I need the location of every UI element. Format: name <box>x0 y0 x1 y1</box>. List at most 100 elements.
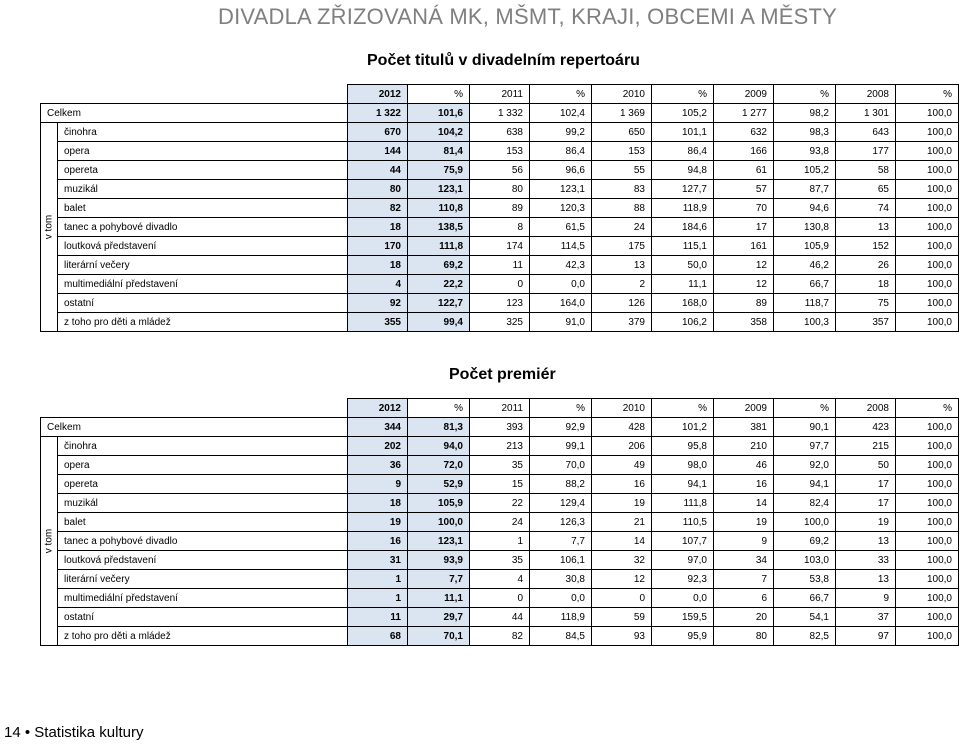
value-cell: 12 <box>713 274 774 294</box>
value-cell: 100,0 <box>895 122 959 142</box>
column-header: % <box>651 398 714 418</box>
row-label: multimediální představení <box>57 588 348 608</box>
value-cell: 344 <box>347 417 408 437</box>
value-cell: 24 <box>591 217 652 237</box>
value-cell: 168,0 <box>651 293 714 313</box>
value-cell: 100,0 <box>773 512 836 532</box>
value-cell: 89 <box>469 198 530 218</box>
value-cell: 16 <box>591 474 652 494</box>
table2-title: Počet premiér <box>449 366 556 383</box>
value-cell: 174 <box>469 236 530 256</box>
value-cell: 100,0 <box>895 236 959 256</box>
value-cell: 393 <box>469 417 530 437</box>
column-header: % <box>407 398 470 418</box>
value-cell: 100,3 <box>773 312 836 332</box>
row-label: loutková představení <box>57 550 348 570</box>
value-cell: 643 <box>835 122 896 142</box>
row-label: tanec a pohybové divadlo <box>57 217 348 237</box>
value-cell: 75,9 <box>407 160 470 180</box>
table-row: literární večery 1 7,7 4 30,8 12 92,3 7 53,8 13 10… <box>41 569 959 589</box>
value-cell: 126 <box>591 293 652 313</box>
value-cell: 428 <box>591 417 652 437</box>
value-cell: 153 <box>469 141 530 161</box>
value-cell: 99,2 <box>529 122 592 142</box>
value-cell: 13 <box>835 569 896 589</box>
value-cell: 14 <box>591 531 652 551</box>
value-cell: 70,0 <box>529 455 592 475</box>
header-row: 2012% 2011% 2010% 2009% 2008% <box>41 84 959 104</box>
value-cell: 100,0 <box>895 436 959 456</box>
row-label: ostatní <box>57 293 348 313</box>
value-cell: 81,3 <box>407 417 470 437</box>
value-cell: 61,5 <box>529 217 592 237</box>
row-label: Celkem <box>40 417 348 437</box>
value-cell: 202 <box>347 436 408 456</box>
value-cell: 46,2 <box>773 255 836 275</box>
value-cell: 42,3 <box>529 255 592 275</box>
group-label: v tom <box>43 528 55 554</box>
column-header: % <box>773 84 836 104</box>
value-cell: 100,0 <box>895 493 959 513</box>
value-cell: 93 <box>591 626 652 646</box>
value-cell: 94,1 <box>773 474 836 494</box>
table-row: loutková představení 31 93,9 35 106,1 32 97,0 3… <box>41 550 959 570</box>
value-cell: 68 <box>347 626 408 646</box>
value-cell: 1 322 <box>347 103 408 123</box>
value-cell: 55 <box>591 160 652 180</box>
column-header: % <box>895 84 959 104</box>
value-cell: 66,7 <box>773 588 836 608</box>
value-cell: 29,7 <box>407 607 470 627</box>
value-cell: 357 <box>835 312 896 332</box>
value-cell: 358 <box>713 312 774 332</box>
value-cell: 100,0 <box>895 293 959 313</box>
value-cell: 100,0 <box>895 141 959 161</box>
value-cell: 58 <box>835 160 896 180</box>
value-cell: 123,1 <box>407 531 470 551</box>
value-cell: 65 <box>835 179 896 199</box>
table-row: v tom činohra 670 104,2 638 99,2 650 101,1 632 98… <box>40 122 959 332</box>
value-cell: 105,2 <box>773 160 836 180</box>
value-cell: 100,0 <box>895 512 959 532</box>
row-label: tanec a pohybové divadlo <box>57 531 348 551</box>
value-cell: 11 <box>469 255 530 275</box>
value-cell: 118,9 <box>529 607 592 627</box>
value-cell: 92,3 <box>651 569 714 589</box>
group-label-cell: v tom <box>40 436 58 646</box>
value-cell: 19 <box>591 493 652 513</box>
value-cell: 80 <box>347 179 408 199</box>
value-cell: 82,5 <box>773 626 836 646</box>
value-cell: 101,2 <box>651 417 714 437</box>
value-cell: 0,0 <box>651 588 714 608</box>
value-cell: 110,8 <box>407 198 470 218</box>
row-label: literární večery <box>57 255 348 275</box>
value-cell: 75 <box>835 293 896 313</box>
value-cell: 82 <box>347 198 408 218</box>
value-cell: 100,0 <box>895 626 959 646</box>
value-cell: 49 <box>591 455 652 475</box>
table-row: opera 144 81,4 153 86,4 153 86,4 166 93,8 177 100,… <box>41 141 959 161</box>
value-cell: 17 <box>835 474 896 494</box>
value-cell: 1 301 <box>835 103 896 123</box>
value-cell: 177 <box>835 141 896 161</box>
value-cell: 170 <box>347 236 408 256</box>
table-row: ostatní 92 122,7 123 164,0 126 168,0 89 118,7 75 1… <box>41 293 959 313</box>
value-cell: 101,6 <box>407 103 470 123</box>
value-cell: 115,1 <box>651 236 714 256</box>
page-header-title: DIVADLA ZŘIZOVANÁ MK, MŠMT, KRAJI, OBCEM… <box>218 4 837 29</box>
value-cell: 74 <box>835 198 896 218</box>
total-row: Celkem 344 81,3 393 92,9 428 101,2 381 90,1 423 10… <box>40 417 959 437</box>
value-cell: 632 <box>713 122 774 142</box>
value-cell: 13 <box>835 531 896 551</box>
value-cell: 18 <box>347 255 408 275</box>
column-header: % <box>895 398 959 418</box>
value-cell: 30,8 <box>529 569 592 589</box>
row-label: Celkem <box>40 103 348 123</box>
value-cell: 99,1 <box>529 436 592 456</box>
value-cell: 97 <box>835 626 896 646</box>
value-cell: 13 <box>591 255 652 275</box>
value-cell: 88 <box>591 198 652 218</box>
row-label: balet <box>57 512 348 532</box>
value-cell: 0 <box>469 588 530 608</box>
value-cell: 35 <box>469 455 530 475</box>
premieres-table: 2012% 2011% 2010% 2009% 2008% Celkem 344 81,3 39… <box>40 398 959 646</box>
